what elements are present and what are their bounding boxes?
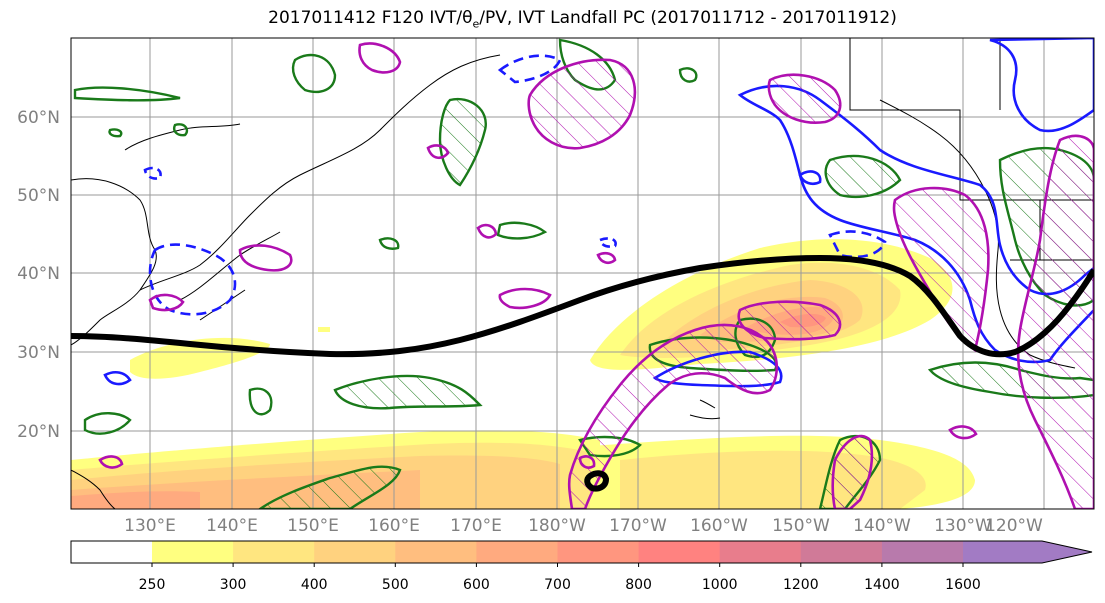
colorbar-tick-label: 700 xyxy=(544,577,571,593)
figure-title: 2017011412 F120 IVT/θe/PV, IVT Landfall … xyxy=(268,8,897,31)
lon-axis-labels: 130°E 140°E 150°E 160°E 170°E 180°W 170°… xyxy=(124,516,1043,536)
colorbar-tick-label: 1000 xyxy=(702,577,738,593)
colorbar-segment xyxy=(395,541,477,563)
colorbar-extension xyxy=(1042,541,1092,563)
ivt-landfall-pc xyxy=(71,254,1094,492)
colorbar-tick-label: 1400 xyxy=(864,577,900,593)
map-border xyxy=(70,37,1095,510)
lon-label: 150°W xyxy=(772,516,830,536)
lat-label: 20°N xyxy=(17,422,60,442)
colorbar-segment xyxy=(557,541,640,563)
colorbar-segment xyxy=(881,541,964,563)
colorbar-outline xyxy=(70,540,1093,564)
colorbar-tick-label: 1600 xyxy=(945,577,981,593)
lat-label: 60°N xyxy=(17,108,60,128)
lat-axis-labels: 60°N 50°N 40°N 30°N 20°N xyxy=(17,108,60,442)
colorbar: 250 300 400 500 600 700 800 1000 1200 1400 1600 xyxy=(70,540,1093,593)
lon-label: 120°W xyxy=(985,516,1043,536)
lat-label: 50°N xyxy=(17,186,60,206)
colorbar-segment xyxy=(963,541,1044,563)
colorbar-tick-label: 250 xyxy=(139,577,166,593)
colorbar-tick-label: 400 xyxy=(301,577,328,593)
lon-label: 140°W xyxy=(853,516,911,536)
colorbar-segment xyxy=(476,541,558,563)
colorbar-segment xyxy=(233,541,315,563)
colorbar-tick-label: 500 xyxy=(382,577,409,593)
colorbar-tick-label: 600 xyxy=(463,577,490,593)
lon-label: 150°E xyxy=(287,516,339,536)
colorbar-tick-label: 1200 xyxy=(783,577,819,593)
colorbar-segment xyxy=(71,541,152,563)
colorbar-segment xyxy=(800,541,883,563)
magenta-contours xyxy=(98,42,1094,509)
lon-label: 170°E xyxy=(450,516,502,536)
lon-label: 180°W xyxy=(528,516,586,536)
lon-label: 170°W xyxy=(609,516,667,536)
lon-label: 160°E xyxy=(368,516,420,536)
lon-label: 130°W xyxy=(934,516,992,536)
colorbar-tick-label: 800 xyxy=(625,577,652,593)
colorbar-segment xyxy=(314,541,396,563)
lat-label: 30°N xyxy=(17,343,60,363)
colorbar-segment xyxy=(719,541,802,563)
colorbar-tick-label: 300 xyxy=(220,577,247,593)
lon-label: 160°W xyxy=(690,516,748,536)
colorbar-segment xyxy=(638,541,721,563)
lon-label: 130°E xyxy=(124,516,176,536)
lon-label: 140°E xyxy=(206,516,258,536)
colorbar-segment xyxy=(152,541,234,563)
lat-label: 40°N xyxy=(17,264,60,284)
